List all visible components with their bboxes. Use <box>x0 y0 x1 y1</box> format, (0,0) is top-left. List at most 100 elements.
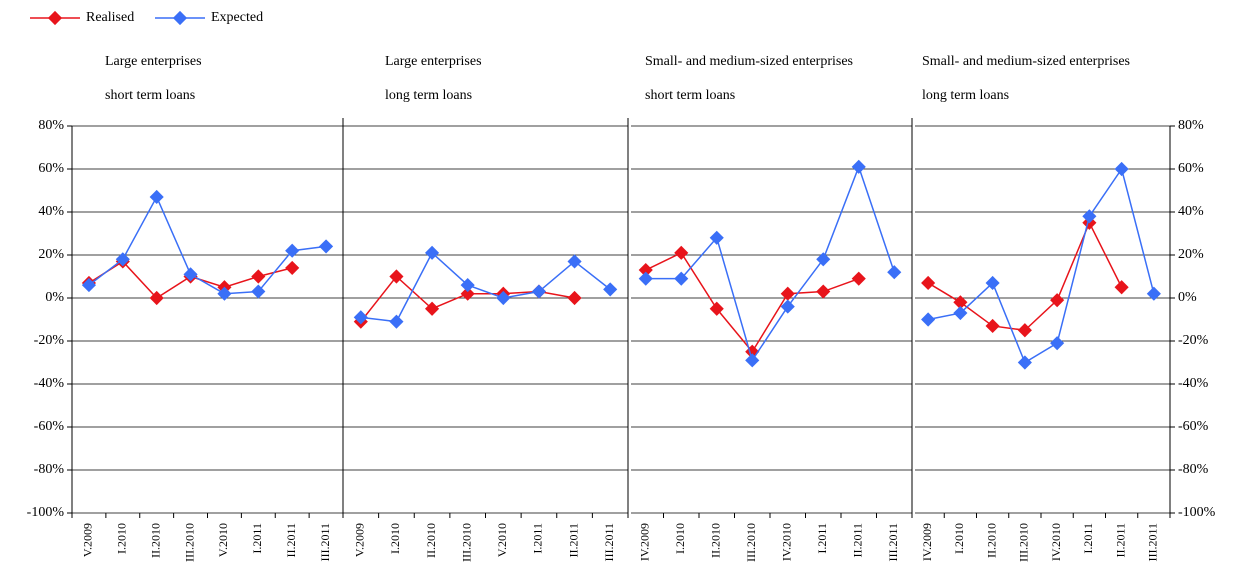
data-point <box>567 254 582 269</box>
data-point <box>1017 355 1032 370</box>
y-tick-label: -40% <box>1178 376 1209 391</box>
panel-title: short term loans <box>645 88 735 103</box>
x-tick-label: I.2010 <box>952 523 966 554</box>
panel-title: Small- and medium-sized enterprises <box>922 54 1130 69</box>
data-point <box>851 271 866 286</box>
x-tick-label: III.2010 <box>459 523 473 562</box>
data-point <box>1114 280 1129 295</box>
y-tick-label: 0% <box>1178 290 1197 305</box>
x-tick-label: V.2010 <box>495 523 509 557</box>
y-tick-label: -80% <box>1178 462 1209 477</box>
x-tick-label: I.2011 <box>250 523 264 554</box>
data-point <box>816 284 831 299</box>
data-point <box>217 286 232 301</box>
data-point <box>851 159 866 174</box>
data-point <box>149 189 164 205</box>
y-tick-label: 80% <box>1178 118 1204 133</box>
x-tick-label: V.2010 <box>216 523 230 557</box>
data-point <box>1146 286 1161 301</box>
legend-label: Realised <box>86 10 134 25</box>
y-tick-label: -80% <box>34 462 65 477</box>
data-point <box>389 314 404 329</box>
data-point <box>1050 336 1065 351</box>
x-tick-label: III.2010 <box>744 523 758 562</box>
panel-title: Large enterprises <box>385 54 482 69</box>
x-tick-label: IV.2010 <box>780 523 794 561</box>
x-tick-label: II.2010 <box>709 523 723 558</box>
y-tick-label: -100% <box>27 505 65 520</box>
data-point <box>285 243 300 258</box>
data-point <box>460 286 475 301</box>
x-tick-label: II.2010 <box>424 523 438 558</box>
data-point <box>709 301 724 316</box>
y-tick-label: -60% <box>34 419 65 434</box>
data-point <box>953 305 968 321</box>
y-tick-label: 80% <box>38 118 64 133</box>
x-tick-label: IV.2010 <box>1049 523 1063 561</box>
data-point <box>424 245 440 260</box>
x-tick-label: I.2011 <box>1081 523 1095 554</box>
data-point <box>1017 323 1032 338</box>
data-point <box>674 271 689 286</box>
x-tick-label: I.2011 <box>531 523 545 554</box>
series-line <box>360 251 611 323</box>
x-tick-label: IV.2009 <box>638 523 652 561</box>
x-tick-label: III.2011 <box>602 523 616 562</box>
data-point <box>81 278 97 293</box>
data-point <box>638 271 653 286</box>
x-tick-label: III.2011 <box>318 523 332 562</box>
legend-marker <box>47 10 63 26</box>
data-point <box>1082 209 1097 224</box>
data-point <box>780 286 795 301</box>
data-point <box>921 312 936 327</box>
y-tick-label: -20% <box>1178 333 1209 348</box>
x-tick-label: II.2011 <box>851 523 865 558</box>
series-line <box>88 195 327 295</box>
y-tick-label: -100% <box>1178 505 1216 520</box>
x-tick-label: III.2011 <box>1146 523 1160 562</box>
y-tick-label: 60% <box>38 161 64 176</box>
data-point <box>389 269 404 284</box>
x-tick-label: V.2009 <box>353 523 367 557</box>
panel-title: Small- and medium-sized enterprises <box>645 54 853 69</box>
data-point <box>251 284 266 299</box>
x-tick-label: III.2011 <box>886 523 900 562</box>
data-point <box>251 269 266 284</box>
data-point <box>638 262 653 278</box>
x-tick-label: I.2011 <box>815 523 829 554</box>
x-tick-label: IV.2009 <box>920 523 934 561</box>
data-point <box>985 275 1000 291</box>
x-tick-label: II.2011 <box>1113 523 1127 558</box>
x-tick-label: V.2009 <box>81 523 95 557</box>
y-tick-label: 20% <box>1178 247 1204 262</box>
series-line <box>645 251 860 354</box>
y-tick-label: 40% <box>1178 204 1204 219</box>
y-tick-label: -60% <box>1178 419 1209 434</box>
x-tick-label: III.2010 <box>1017 523 1031 562</box>
data-point <box>496 290 511 306</box>
data-point <box>674 245 689 260</box>
x-tick-label: II.2010 <box>984 523 998 558</box>
legend-marker <box>172 10 188 26</box>
x-tick-label: II.2011 <box>566 523 580 558</box>
data-point <box>183 267 198 282</box>
y-tick-label: 40% <box>38 204 64 219</box>
x-tick-label: II.2010 <box>148 523 162 558</box>
data-point <box>709 230 724 245</box>
data-point <box>816 252 831 267</box>
data-point <box>285 260 300 275</box>
data-point <box>567 290 582 306</box>
data-point <box>921 275 936 291</box>
y-tick-label: -20% <box>34 333 65 348</box>
y-tick-label: 20% <box>38 247 64 262</box>
series-line <box>645 164 895 363</box>
data-point <box>985 318 1000 334</box>
legend-label: Expected <box>211 10 263 25</box>
data-point <box>603 282 618 297</box>
y-tick-label: -40% <box>34 376 65 391</box>
series-line <box>927 167 1155 364</box>
data-point <box>460 278 475 293</box>
data-point <box>424 301 440 316</box>
y-tick-label: 0% <box>45 290 64 305</box>
